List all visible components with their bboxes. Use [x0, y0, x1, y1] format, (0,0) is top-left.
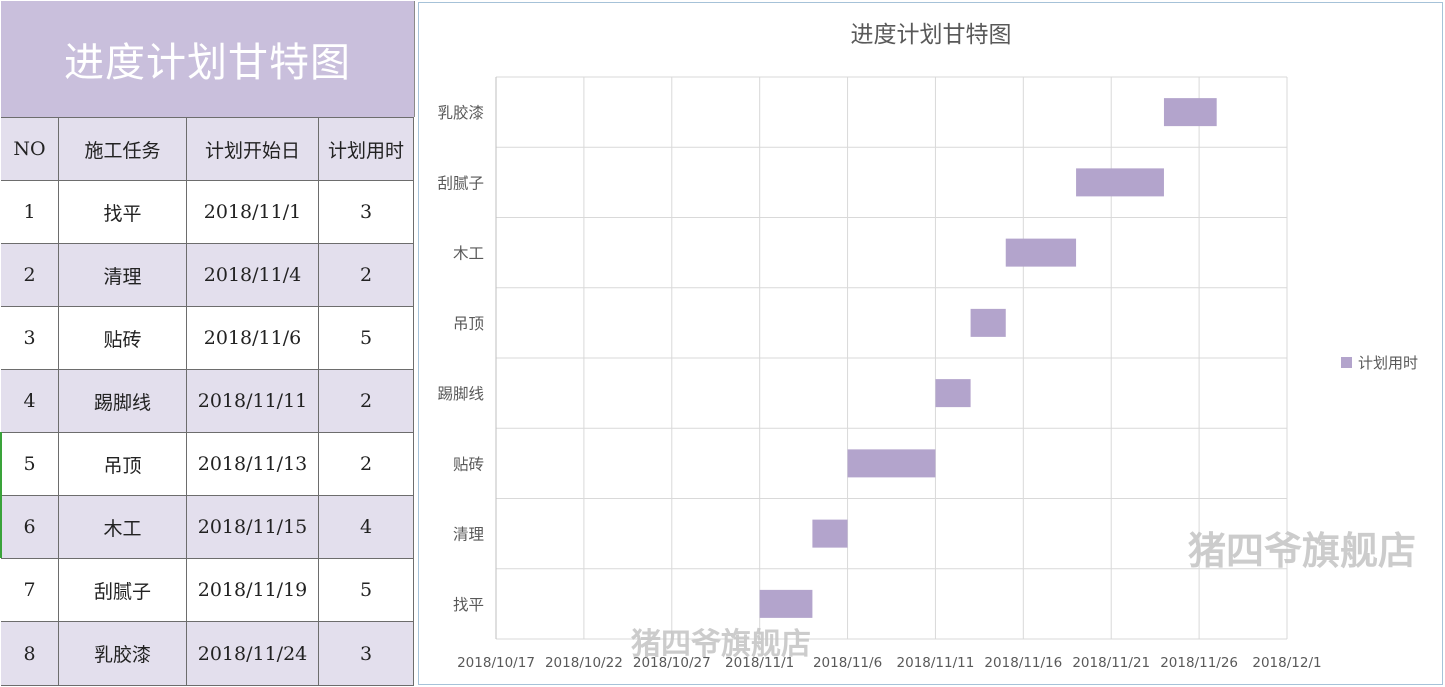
gantt-bar [1076, 168, 1164, 197]
cell-no[interactable]: 8 [1, 621, 59, 685]
table-row[interactable]: 3 贴砖 2018/11/6 5 [1, 306, 414, 369]
cell-days[interactable]: 3 [319, 180, 414, 243]
x-tick-label: 2018/10/27 [633, 655, 711, 671]
cell-start[interactable]: 2018/11/4 [187, 243, 319, 306]
category-label: 清理 [453, 526, 484, 544]
table-row[interactable]: 2 清理 2018/11/4 2 [1, 243, 414, 306]
cell-days[interactable]: 4 [319, 495, 414, 558]
category-label: 踢脚线 [437, 385, 484, 403]
gantt-chart-panel[interactable]: 进度计划甘特图 找平 清理 贴砖 踢脚线 吊顶 木工 刮腻子 乳胶漆 2018/10/17 20… [418, 2, 1443, 685]
legend[interactable]: 计划用时 [1341, 354, 1418, 372]
cell-start[interactable]: 2018/11/19 [187, 558, 319, 621]
table-row[interactable]: 8 乳胶漆 2018/11/24 3 [1, 621, 414, 685]
category-label: 木工 [453, 245, 484, 263]
header-days: 计划用时 [319, 117, 414, 180]
header-start: 计划开始日 [187, 117, 319, 180]
cell-start[interactable]: 2018/11/15 [187, 495, 319, 558]
watermark-right: 猪四爷旗舰店 [1188, 529, 1416, 573]
category-label: 找平 [453, 596, 484, 614]
cell-task[interactable]: 贴砖 [59, 306, 187, 369]
cell-task[interactable]: 乳胶漆 [59, 621, 187, 685]
header-task: 施工任务 [59, 117, 187, 180]
table-row[interactable]: 1 找平 2018/11/1 3 [1, 180, 414, 243]
gridlines [495, 76, 1288, 640]
cell-task[interactable]: 找平 [59, 180, 187, 243]
category-label: 刮腻子 [437, 174, 484, 192]
selection-edge-marker [0, 432, 2, 558]
cell-days[interactable]: 2 [319, 243, 414, 306]
table-header-row: NO 施工任务 计划开始日 计划用时 [1, 117, 414, 180]
table-bottom-border [1, 685, 414, 686]
x-tick-labels: 2018/10/17 2018/10/22 2018/10/27 2018/11/1 2… [457, 655, 1322, 671]
cell-no[interactable]: 6 [1, 495, 59, 558]
category-label: 乳胶漆 [437, 104, 484, 122]
cell-no[interactable]: 5 [1, 432, 59, 495]
category-label: 贴砖 [453, 455, 484, 473]
chart-title: 进度计划甘特图 [851, 22, 1012, 48]
cell-start[interactable]: 2018/11/13 [187, 432, 319, 495]
x-tick-label: 2018/12/1 [1252, 655, 1321, 671]
gantt-bar [1163, 98, 1217, 127]
table-row[interactable]: 5 吊顶 2018/11/13 2 [1, 432, 414, 495]
cell-task[interactable]: 踢脚线 [59, 369, 187, 432]
table-row[interactable]: 4 踢脚线 2018/11/11 2 [1, 369, 414, 432]
header-no: NO [1, 117, 59, 180]
x-tick-label: 2018/11/21 [1072, 655, 1150, 671]
cell-no[interactable]: 3 [1, 306, 59, 369]
gantt-bar [935, 379, 971, 408]
cell-days[interactable]: 5 [319, 558, 414, 621]
table-row[interactable]: 6 木工 2018/11/15 4 [1, 495, 414, 558]
gantt-bar [812, 519, 848, 548]
gantt-bar [1005, 238, 1077, 267]
table-row[interactable]: 7 刮腻子 2018/11/19 5 [1, 558, 414, 621]
cell-no[interactable]: 2 [1, 243, 59, 306]
x-tick-label: 2018/11/16 [984, 655, 1062, 671]
schedule-table: 进度计划甘特图 NO 施工任务 计划开始日 计划用时 1 找平 2018/11/… [0, 0, 416, 687]
gantt-bar [847, 449, 936, 478]
x-tick-label: 2018/10/22 [545, 655, 623, 671]
cell-task[interactable]: 吊顶 [59, 432, 187, 495]
x-tick-label: 2018/11/6 [813, 655, 882, 671]
gantt-bar [970, 308, 1006, 337]
cell-no[interactable]: 4 [1, 369, 59, 432]
cell-start[interactable]: 2018/11/24 [187, 621, 319, 685]
cell-days[interactable]: 3 [319, 621, 414, 685]
cell-start[interactable]: 2018/11/1 [187, 180, 319, 243]
category-label: 吊顶 [453, 315, 484, 333]
cell-no[interactable]: 7 [1, 558, 59, 621]
cell-task[interactable]: 刮腻子 [59, 558, 187, 621]
x-tick-label: 2018/11/11 [897, 655, 975, 671]
cell-days[interactable]: 5 [319, 306, 414, 369]
cell-start[interactable]: 2018/11/11 [187, 369, 319, 432]
bars [759, 98, 1217, 618]
gantt-bar [759, 589, 813, 618]
cell-days[interactable]: 2 [319, 369, 414, 432]
watermark-bottom: 猪四爷旗舰店 [631, 627, 811, 662]
cell-days[interactable]: 2 [319, 432, 414, 495]
cell-start[interactable]: 2018/11/6 [187, 306, 319, 369]
x-tick-label: 2018/11/1 [725, 655, 794, 671]
x-tick-label: 2018/10/17 [457, 655, 535, 671]
cell-task[interactable]: 木工 [59, 495, 187, 558]
x-tick-label: 2018/11/26 [1160, 655, 1238, 671]
cell-task[interactable]: 清理 [59, 243, 187, 306]
cell-no[interactable]: 1 [1, 180, 59, 243]
category-labels: 找平 清理 贴砖 踢脚线 吊顶 木工 刮腻子 乳胶漆 [437, 104, 484, 614]
legend-swatch [1341, 357, 1352, 368]
table-title: 进度计划甘特图 [1, 1, 415, 117]
legend-label: 计划用时 [1358, 354, 1418, 372]
